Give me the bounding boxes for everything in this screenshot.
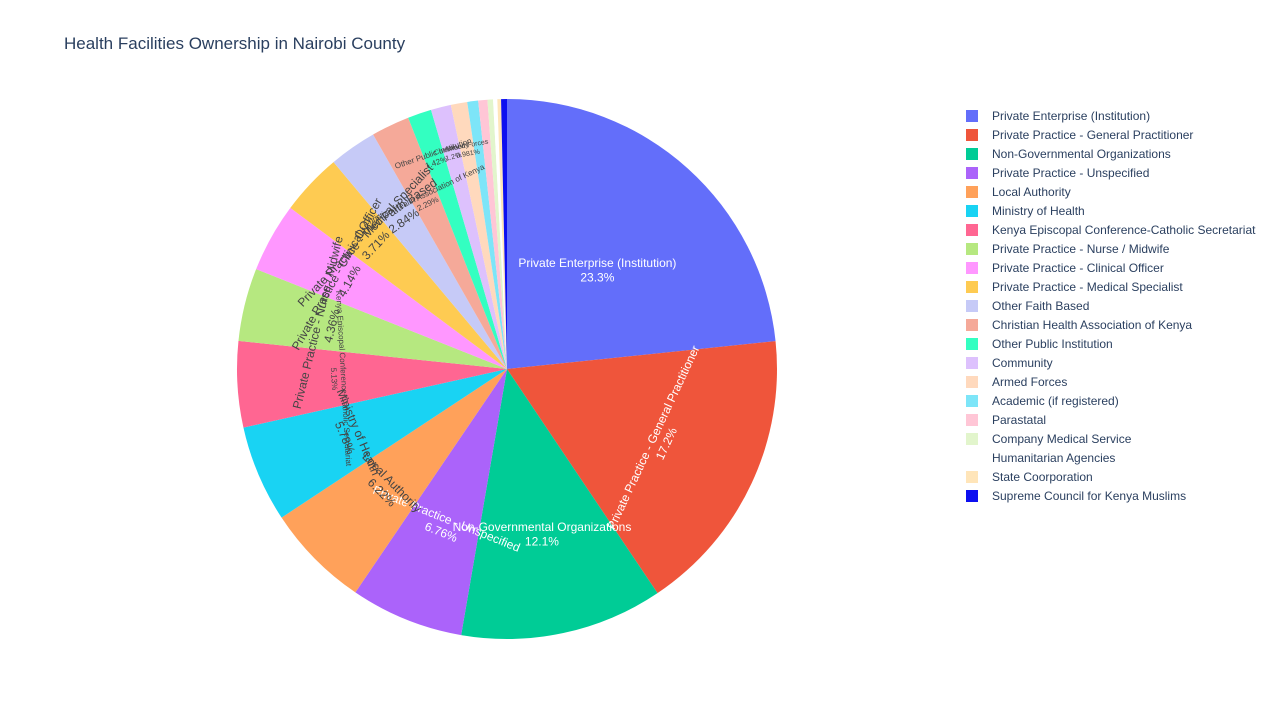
pie-slice-other-faith-based[interactable]: [333, 134, 507, 369]
pie-slice-parastatal[interactable]: [478, 99, 507, 370]
legend-label: Christian Health Association of Kenya: [992, 317, 1193, 332]
legend-swatch: [966, 318, 978, 331]
legend-label: Kenya Episcopal Conference-Catholic Secr…: [992, 222, 1256, 237]
legend-label: Humanitarian Agencies: [992, 450, 1116, 465]
legend-item-christian-health-association-of-kenya[interactable]: Christian Health Association of Kenya: [966, 315, 1255, 334]
legend-item-community[interactable]: Community: [966, 353, 1255, 372]
legend-swatch: [966, 242, 978, 255]
legend-label: Non-Governmental Organizations: [992, 146, 1171, 161]
pie-slice-humanitarian-agencies[interactable]: [493, 99, 507, 370]
pie-slice-non-governmental-organizations[interactable]: [461, 369, 658, 640]
legend-item-local-authority[interactable]: Local Authority: [966, 182, 1255, 201]
legend-swatch: [966, 261, 978, 274]
legend-swatch: [966, 470, 978, 483]
legend-label: Community: [992, 355, 1053, 370]
legend-item-kenya-episcopal-conference-catholic-secretariat[interactable]: Kenya Episcopal Conference-Catholic Secr…: [966, 220, 1255, 239]
chart-title: Health Facilities Ownership in Nairobi C…: [64, 34, 406, 53]
legend-item-non-governmental-organizations[interactable]: Non-Governmental Organizations: [966, 144, 1255, 163]
legend-item-armed-forces[interactable]: Armed Forces: [966, 372, 1255, 391]
pie-slice-local-authority[interactable]: [281, 369, 507, 593]
slice-label-text: Non-Governmental Organizations: [453, 520, 632, 534]
slice-label-private-enterprise-institution: Private Enterprise (Institution)23.3%: [518, 256, 676, 284]
slice-percent-text: 0.981%: [456, 149, 481, 160]
legend-swatch: [966, 299, 978, 312]
legend-item-private-enterprise-institution[interactable]: Private Enterprise (Institution): [966, 106, 1255, 125]
legend-swatch: [966, 432, 978, 445]
legend-label: Academic (if registered): [992, 393, 1119, 408]
pie-slice-private-practice-nurse-midwife[interactable]: [238, 269, 507, 369]
legend-swatch: [966, 185, 978, 198]
slice-label-text: Private Enterprise (Institution): [518, 256, 676, 270]
legend-label: Ministry of Health: [992, 203, 1085, 218]
pie-slice-supreme-council-for-kenya-muslims[interactable]: [501, 99, 507, 369]
legend-label: Armed Forces: [992, 374, 1068, 389]
slice-percent-text: 5.13%: [329, 367, 339, 390]
legend-label: Private Practice - General Practitioner: [992, 127, 1194, 142]
legend-label: Other Faith Based: [992, 298, 1090, 313]
legend-swatch: [966, 166, 978, 179]
legend-item-academic-if-registered[interactable]: Academic (if registered): [966, 391, 1255, 410]
legend-swatch: [966, 109, 978, 122]
legend-swatch: [966, 356, 978, 369]
legend-swatch: [966, 413, 978, 426]
legend-item-other-faith-based[interactable]: Other Faith Based: [966, 296, 1255, 315]
pie-slice-academic-if-registered[interactable]: [467, 100, 507, 370]
legend-swatch: [966, 451, 978, 464]
legend-item-state-coorporation[interactable]: State Coorporation: [966, 467, 1255, 486]
slice-percent-text: 23.3%: [580, 270, 614, 284]
legend-item-parastatal[interactable]: Parastatal: [966, 410, 1255, 429]
legend-item-supreme-council-for-kenya-muslims[interactable]: Supreme Council for Kenya Muslims: [966, 486, 1255, 505]
legend-swatch: [966, 223, 978, 236]
legend-item-private-practice-clinical-officer[interactable]: Private Practice - Clinical Officer: [966, 258, 1255, 277]
pie-slice-armed-forces[interactable]: [450, 101, 507, 369]
legend-label: State Coorporation: [992, 469, 1093, 484]
pie-slice-private-practice-unspecified[interactable]: [355, 369, 507, 636]
pie-slice-private-practice-medical-specialist[interactable]: [290, 162, 507, 369]
pie-slice-kenya-episcopal-conference-catholic-secretariat[interactable]: [236, 340, 507, 428]
legend-item-company-medical-service[interactable]: Company Medical Service: [966, 429, 1255, 448]
slice-percent-text: 12.1%: [525, 534, 559, 548]
slice-percent-text: 1.2%: [445, 152, 462, 163]
pie-slice-private-practice-general-practitioner[interactable]: [507, 341, 777, 594]
legend-item-humanitarian-agencies[interactable]: Humanitarian Agencies: [966, 448, 1255, 467]
legend-label: Private Practice - Medical Specialist: [992, 279, 1183, 294]
pie-slice-christian-health-association-of-kenya[interactable]: [373, 117, 507, 370]
legend-label: Other Public Institution: [992, 336, 1113, 351]
legend-item-private-practice-general-practitioner[interactable]: Private Practice - General Practitioner: [966, 125, 1255, 144]
legend-label: Private Practice - Nurse / Midwife: [992, 241, 1170, 256]
pie-slices: [236, 99, 777, 640]
legend-swatch: [966, 394, 978, 407]
legend-swatch: [966, 147, 978, 160]
pie-slice-private-enterprise-institution[interactable]: [507, 99, 776, 369]
legend-swatch: [966, 375, 978, 388]
legend-swatch: [966, 128, 978, 141]
legend-item-private-practice-nurse-midwife[interactable]: Private Practice - Nurse / Midwife: [966, 239, 1255, 258]
legend-item-private-practice-medical-specialist[interactable]: Private Practice - Medical Specialist: [966, 277, 1255, 296]
pie-slice-other-public-institution[interactable]: [408, 109, 507, 370]
legend-swatch: [966, 337, 978, 350]
legend-item-private-practice-unspecified[interactable]: Private Practice - Unspecified: [966, 163, 1255, 182]
legend-label: Local Authority: [992, 184, 1071, 199]
pie-slice-company-medical-service[interactable]: [487, 99, 507, 370]
legend-swatch: [966, 489, 978, 502]
legend-item-other-public-institution[interactable]: Other Public Institution: [966, 334, 1255, 353]
legend-label: Private Practice - Unspecified: [992, 165, 1150, 180]
legend-label: Private Practice - Clinical Officer: [992, 260, 1164, 275]
legend: Private Enterprise (Institution) Private …: [966, 106, 1255, 505]
legend-label: Company Medical Service: [992, 431, 1132, 446]
legend-label: Supreme Council for Kenya Muslims: [992, 488, 1187, 503]
pie-slice-ministry-of-health[interactable]: [243, 369, 507, 518]
legend-swatch: [966, 204, 978, 217]
pie-slice-private-practice-clinical-officer[interactable]: [256, 207, 507, 369]
legend-item-ministry-of-health[interactable]: Ministry of Health: [966, 201, 1255, 220]
pie-slice-state-coorporation[interactable]: [497, 99, 507, 369]
pie-slice-community[interactable]: [431, 104, 507, 370]
legend-label: Private Enterprise (Institution): [992, 108, 1151, 123]
legend-swatch: [966, 280, 978, 293]
legend-label: Parastatal: [992, 412, 1047, 427]
